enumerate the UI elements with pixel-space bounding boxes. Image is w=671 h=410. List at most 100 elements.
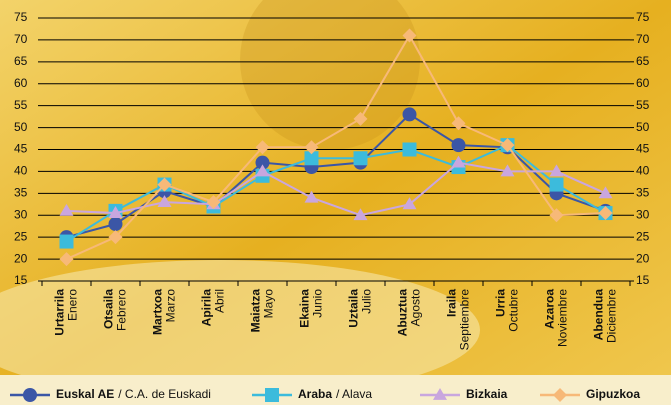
y-tick-label: 75 [14,10,28,24]
marker [23,388,37,402]
marker [553,388,567,402]
legend-label: Bizkaia [466,387,508,401]
x-tick-sublabel: Agosto [409,289,423,327]
x-tick-label: Abendua [592,289,606,341]
y2-tick-label: 30 [636,207,650,221]
marker [402,197,417,210]
y2-tick-label: 50 [636,120,650,134]
y-tick-label: 60 [14,76,28,90]
series-line [65,143,607,243]
x-tick-sublabel: Diciembre [605,289,619,343]
y-tick-label: 65 [14,54,28,68]
marker [402,142,417,157]
y-tick-label: 15 [14,273,28,287]
marker [353,208,368,221]
marker [500,138,515,153]
series-line [66,161,606,217]
marker [157,195,172,207]
marker [549,208,564,223]
x-tick-sublabel: Enero [66,289,80,321]
marker [353,151,368,166]
marker [598,206,613,221]
y2-tick-label: 35 [636,186,650,200]
y-tick-label: 70 [14,32,28,46]
legend-name: Gipuzkoa [586,387,640,401]
bg-shape [240,0,420,150]
marker [433,388,447,400]
y-tick-label: 25 [14,229,28,243]
marker [59,234,74,249]
series-line [66,113,606,239]
x-tick-label: Maiatza [249,289,263,333]
x-tick-sublabel: Febrero [115,289,129,331]
x-tick-sublabel: Octubre [507,289,521,332]
legend-label: Araba / Alava [298,387,372,401]
y-tick-label: 45 [14,142,28,156]
marker [451,138,466,153]
x-tick-sublabel: Septiembre [458,289,472,351]
x-tick-sublabel: Mayo [262,289,276,319]
marker [59,252,74,267]
marker [108,217,123,232]
marker [255,140,270,155]
y2-tick-label: 70 [636,32,650,46]
x-tick-label: Urria [494,289,508,317]
marker [255,164,270,177]
y2-tick-label: 40 [636,164,650,178]
marker [265,388,279,402]
y2-tick-label: 45 [636,142,650,156]
x-tick-label: Apirila [200,289,214,327]
x-tick-sublabel: Abril [213,289,227,313]
legend-label: Gipuzkoa [586,387,640,401]
y-tick-label: 20 [14,251,28,265]
marker [206,195,221,210]
legend-name: Araba [298,387,332,401]
x-tick-label: Otsaila [102,289,116,329]
marker [549,164,564,177]
y2-tick-label: 20 [636,251,650,265]
x-tick-label: Azaroa [543,289,557,329]
y2-tick-label: 60 [636,76,650,90]
y2-tick-label: 55 [636,98,650,112]
y-tick-label: 40 [14,164,28,178]
marker [500,164,515,177]
marker [451,155,466,168]
y-tick-label: 55 [14,98,28,112]
marker [157,177,172,192]
y2-tick-label: 75 [636,10,650,24]
x-tick-label: Uztaila [347,289,361,328]
x-tick-label: Iraila [445,289,459,317]
legend-label: Euskal AE / C.A. de Euskadi [56,387,211,401]
marker [402,107,417,122]
series-line [66,33,606,260]
marker [402,28,417,43]
x-tick-label: Ekaina [298,289,312,328]
marker [108,206,123,218]
legend-name: Euskal AE [56,387,114,401]
y2-tick-label: 65 [636,54,650,68]
x-tick-label: Abuztua [396,289,410,337]
marker [598,186,613,199]
y-tick-label: 35 [14,186,28,200]
y2-tick-label: 25 [636,229,650,243]
marker [549,177,564,192]
marker [304,140,319,155]
marker [108,230,123,245]
bg-shape [0,260,480,400]
marker [255,155,270,170]
legend-name-es: / C.A. de Euskadi [118,387,211,401]
marker [451,116,466,131]
marker [304,190,319,203]
y2-tick-label: 15 [636,273,650,287]
marker [59,203,74,216]
x-tick-sublabel: Noviembre [556,289,570,347]
marker [304,151,319,166]
legend-name-es: / Alava [336,387,372,401]
y-tick-label: 50 [14,120,28,134]
x-tick-sublabel: Julio [360,289,374,314]
y-tick-label: 30 [14,207,28,221]
x-tick-sublabel: Junio [311,289,325,318]
x-tick-sublabel: Marzo [164,289,178,323]
x-tick-label: Martxoa [151,289,165,335]
